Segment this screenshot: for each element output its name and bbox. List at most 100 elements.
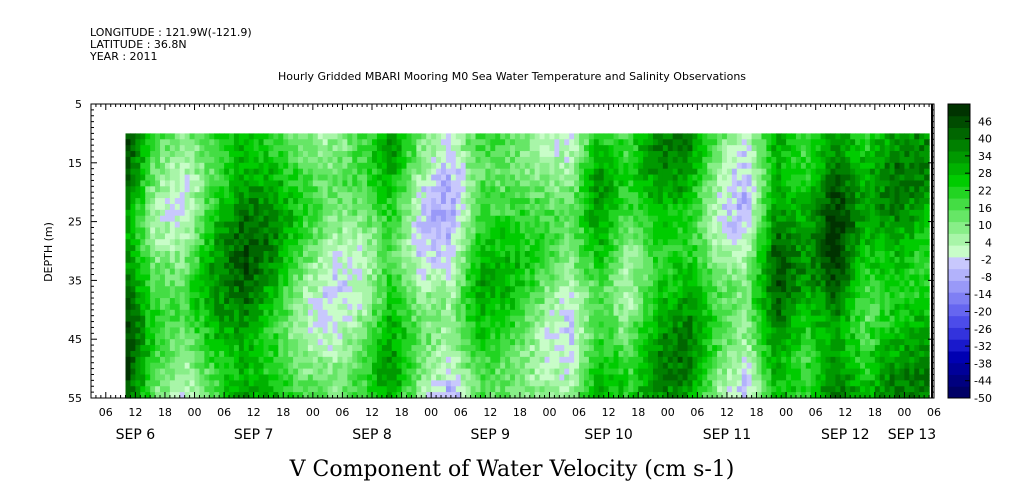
heatmap-cell (485, 186, 491, 193)
heatmap-cell (273, 133, 279, 140)
heatmap-cell (224, 139, 230, 146)
heatmap-cell (214, 309, 220, 317)
heatmap-cell (416, 333, 422, 340)
heatmap-cell (169, 251, 176, 258)
heatmap-cell (495, 292, 501, 299)
heatmap-cell (352, 262, 358, 270)
heatmap-cell (248, 327, 255, 334)
heatmap-cell (421, 215, 427, 223)
heatmap-cell (534, 268, 541, 276)
heatmap-cell (653, 156, 659, 164)
heatmap-cell (199, 327, 205, 334)
heatmap-cell (495, 174, 501, 182)
heatmap-cell (145, 280, 151, 287)
heatmap-cell (534, 251, 541, 258)
heatmap-cell (549, 315, 555, 323)
heatmap-cell (480, 156, 486, 164)
heatmap-cell (293, 333, 299, 340)
heatmap-cell (450, 209, 457, 217)
heatmap-cell (426, 227, 432, 234)
heatmap-cell (416, 286, 422, 293)
heatmap-cell (539, 321, 546, 329)
heatmap-cell (214, 280, 220, 287)
heatmap-cell (623, 251, 629, 258)
heatmap-cell (436, 303, 442, 311)
heatmap-cell (327, 362, 334, 370)
heatmap-cell (436, 215, 442, 223)
heatmap-cell (268, 221, 274, 229)
heatmap-cell (460, 186, 467, 193)
heatmap-cell (623, 303, 629, 311)
heatmap-cell (174, 327, 181, 334)
heatmap-cell (204, 345, 210, 352)
heatmap-cell (480, 133, 486, 140)
heatmap-cell (441, 215, 447, 223)
heatmap-cell (653, 168, 659, 176)
heatmap-cell (662, 251, 669, 258)
heatmap-cell (495, 245, 501, 252)
heatmap-cell (273, 327, 279, 334)
heatmap-cell (603, 274, 610, 281)
heatmap-cell (307, 215, 314, 223)
heatmap-cell (194, 298, 201, 305)
heatmap-cell (539, 180, 546, 187)
heatmap-cell (169, 133, 176, 140)
heatmap-cell (391, 386, 398, 393)
heatmap-cell (480, 321, 486, 329)
heatmap-cell (441, 350, 447, 358)
heatmap-cell (352, 227, 358, 234)
heatmap-cell (500, 315, 506, 323)
heatmap-cell (135, 356, 141, 364)
heatmap-cell (648, 362, 654, 370)
heatmap-cell (465, 251, 472, 258)
heatmap-cell (273, 339, 279, 346)
heatmap-cell (569, 133, 575, 140)
heatmap-cell (229, 392, 235, 399)
heatmap-cell (367, 156, 373, 164)
heatmap-cell (238, 274, 245, 281)
heatmap-cell (667, 221, 674, 229)
heatmap-cell (426, 251, 432, 258)
heatmap-cell (416, 350, 422, 358)
heatmap-cell (653, 139, 659, 146)
heatmap-cell (238, 262, 245, 270)
heatmap-cell (529, 321, 536, 329)
heatmap-cell (667, 327, 674, 334)
heatmap-cell (588, 209, 595, 217)
heatmap-cell (199, 274, 205, 281)
heatmap-cell (613, 392, 620, 399)
heatmap-cell (376, 303, 383, 311)
heatmap-cell (337, 151, 344, 158)
heatmap-cell (273, 368, 279, 376)
heatmap-cell (426, 274, 432, 281)
heatmap-cell (229, 145, 235, 152)
heatmap-cell (263, 374, 270, 381)
heatmap-cell (450, 145, 457, 152)
heatmap-cell (332, 345, 339, 352)
heatmap-cell (574, 227, 580, 234)
heatmap-cell (381, 256, 388, 264)
heatmap-cell (189, 245, 196, 252)
heatmap-cell (302, 215, 309, 223)
heatmap-cell (416, 221, 422, 229)
heatmap-cell (514, 209, 521, 217)
heatmap-cell (342, 203, 348, 211)
heatmap-cell (150, 245, 156, 252)
header-year: YEAR : 2011 (89, 50, 158, 63)
heatmap-cell (426, 356, 432, 364)
heatmap-cell (219, 192, 225, 199)
heatmap-cell (445, 251, 452, 258)
heatmap-cell (396, 368, 403, 376)
heatmap-cell (593, 251, 600, 258)
heatmap-cell (574, 198, 580, 205)
heatmap-cell (490, 333, 496, 340)
heatmap-cell (312, 133, 319, 140)
heatmap-cell (638, 362, 644, 370)
heatmap-cell (401, 186, 408, 193)
heatmap-cell (312, 227, 319, 234)
heatmap-cell (608, 162, 615, 170)
heatmap-cell (317, 198, 324, 205)
heatmap-cell (352, 215, 358, 223)
heatmap-cell (273, 186, 279, 193)
heatmap-cell (460, 309, 467, 317)
